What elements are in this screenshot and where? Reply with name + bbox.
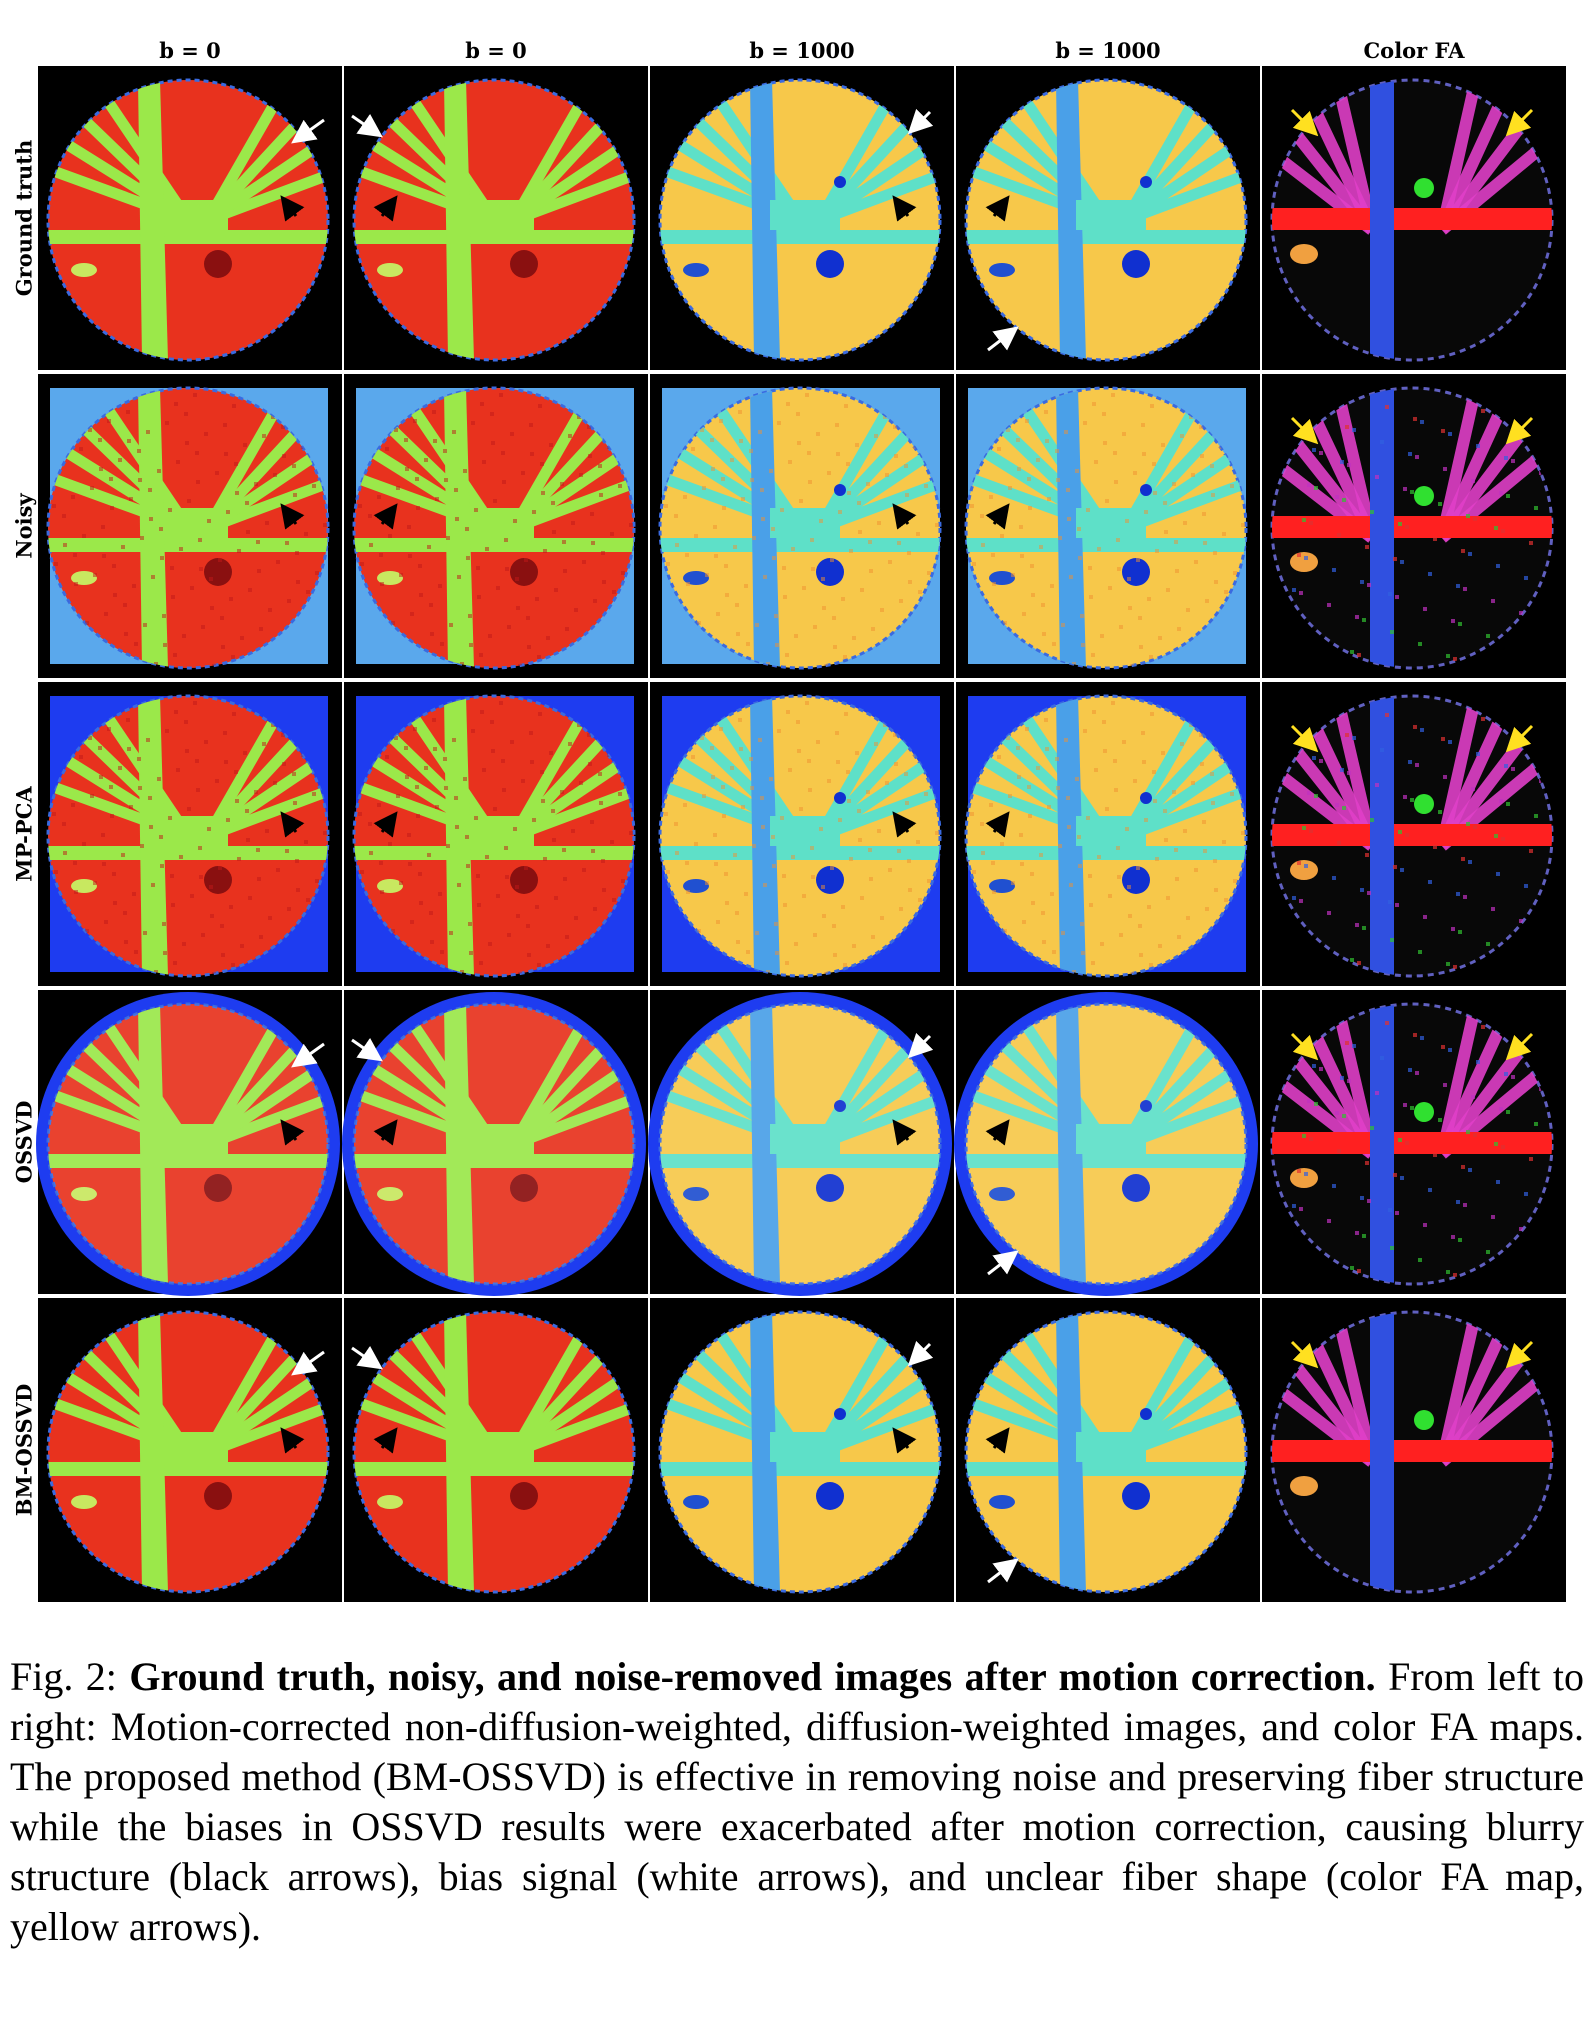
panel-r2-c2 [650, 682, 954, 986]
row-label-2: MP-PCA [12, 786, 37, 882]
panel-r2-c1 [344, 682, 648, 986]
panel-r0-c2 [650, 66, 954, 370]
caption-title: Ground truth, noisy, and noise-removed i… [129, 1654, 1376, 1699]
panel-r0-c0 [38, 66, 342, 370]
row-label-0: Ground truth [12, 140, 37, 297]
panel-r3-c2 [648, 990, 954, 1296]
panel-r1-c0 [38, 374, 342, 678]
panel-r1-c4 [1262, 374, 1566, 678]
panel-r1-c3 [956, 374, 1260, 678]
panel-r3-c3 [954, 990, 1260, 1296]
panel-r2-c3 [956, 682, 1260, 986]
panel-r4-c3 [956, 1298, 1260, 1602]
column-label-4: Color FA [1363, 38, 1465, 63]
figure-grid: b = 0 b = 0 b = 1000 b = 1000 Color FA Groun… [12, 38, 1566, 1602]
caption-label: Fig. 2: [10, 1654, 117, 1699]
column-label-1: b = 0 [465, 38, 527, 63]
panel-r1-c2 [650, 374, 954, 678]
panel-r4-c1 [344, 1298, 648, 1602]
column-label-3: b = 1000 [1055, 38, 1160, 63]
row-label-4: BM-OSSVD [12, 1384, 37, 1516]
panel-r2-c0 [38, 682, 342, 986]
panel-r4-c2 [650, 1298, 954, 1602]
panel-r3-c1 [342, 990, 648, 1296]
caption-text: From left to right: Motion-corrected non… [10, 1654, 1585, 1949]
column-label-2: b = 1000 [749, 38, 854, 63]
figure-caption: Fig. 2: Ground truth, noisy, and noise-r… [10, 1652, 1584, 1952]
panel-r4-c4 [1262, 1298, 1566, 1602]
panel-r2-c4 [1262, 682, 1566, 986]
panel-r4-c0 [38, 1298, 342, 1602]
row-label-1: Noisy [12, 493, 37, 559]
row-label-3: OSSVD [12, 1101, 37, 1184]
panel-r0-c1 [344, 66, 648, 370]
panel-r0-c4 [1262, 66, 1566, 370]
panel-r0-c3 [956, 66, 1260, 370]
panel-r3-c4 [1262, 990, 1566, 1294]
column-label-0: b = 0 [159, 38, 221, 63]
panel-r1-c1 [344, 374, 648, 678]
panel-r3-c0 [36, 990, 342, 1296]
